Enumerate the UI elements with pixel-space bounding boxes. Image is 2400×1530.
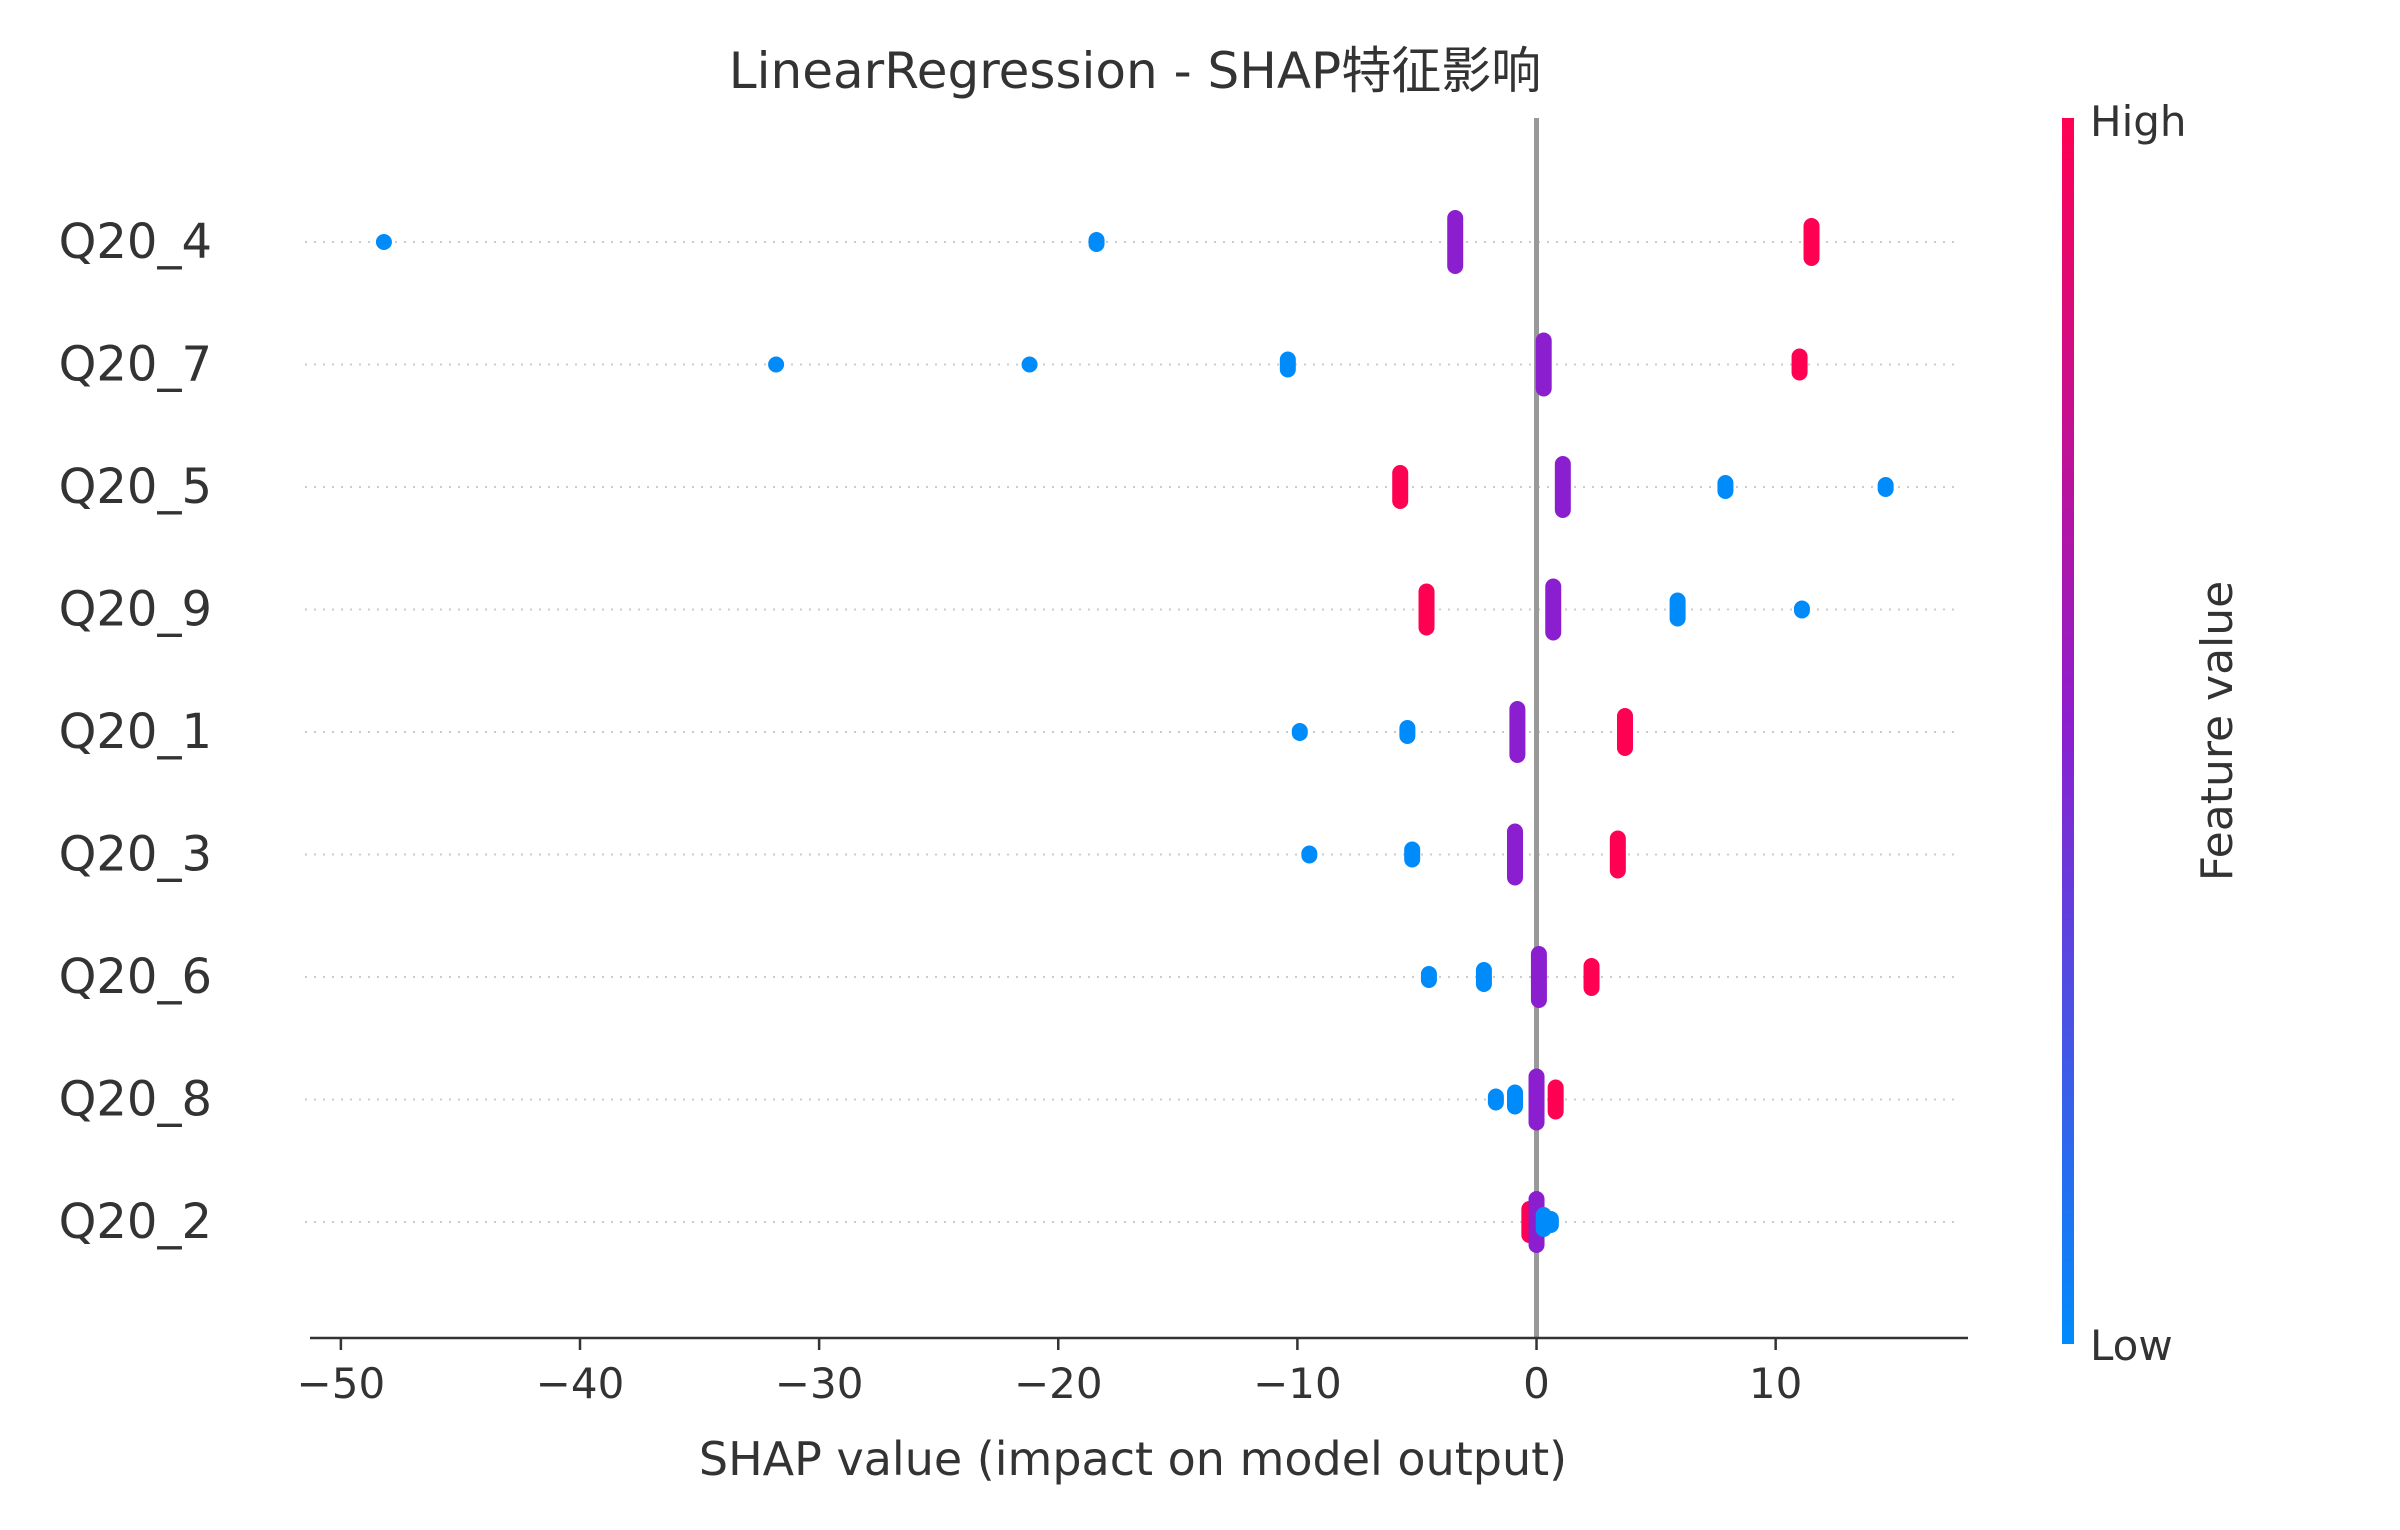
feature-label: Q20_9: [59, 582, 212, 638]
shap-point-cluster: [1418, 583, 1435, 636]
x-axis-label: SHAP value (impact on model output): [699, 1432, 1567, 1486]
grid-lines: [305, 241, 1960, 1223]
feature-label: Q20_6: [59, 949, 212, 1005]
shap-point-cluster: [1803, 218, 1820, 266]
shap-point-cluster: [768, 356, 785, 373]
shap-point-cluster: [1530, 946, 1547, 1008]
feature-label: Q20_5: [59, 459, 212, 515]
feature-label: Q20_7: [59, 337, 212, 393]
shap-point-cluster: [1487, 1088, 1504, 1111]
feature-label: Q20_3: [59, 827, 212, 883]
x-tick-label: −10: [1253, 1359, 1342, 1408]
colorbar-low-label: Low: [2090, 1321, 2173, 1370]
shap-point-cluster: [1554, 456, 1571, 518]
x-tick-label: −30: [775, 1359, 864, 1408]
x-tick-label: 0: [1523, 1359, 1550, 1408]
shap-point-cluster: [1475, 962, 1492, 992]
x-tick-label: −20: [1014, 1359, 1103, 1408]
x-tick-label: −50: [297, 1359, 386, 1408]
shap-point-cluster: [1793, 600, 1810, 619]
shap-point-cluster: [1301, 845, 1318, 864]
shap-point-cluster: [1545, 578, 1562, 641]
shap-point-cluster: [1507, 823, 1523, 886]
shap-point-cluster: [1420, 966, 1437, 988]
shap-point-cluster: [1404, 841, 1421, 868]
colorbar-high-label: High: [2090, 97, 2187, 146]
shap-point-cluster: [375, 234, 392, 250]
shap-point-cluster: [1399, 720, 1416, 744]
colorbar-title: Feature value: [2192, 581, 2243, 881]
shap-point-cluster: [1528, 1068, 1545, 1131]
shap-point-cluster: [1509, 701, 1526, 763]
shap-point-cluster: [1547, 1079, 1564, 1120]
shap-point-cluster: [1791, 348, 1808, 381]
feature-labels: Q20_4 Q20_7 Q20_5 Q20_9 Q20_1 Q20_3 Q20_6 Q20_8…: [59, 214, 212, 1250]
data-points: [375, 210, 1894, 1253]
colorbar: [2062, 118, 2074, 1344]
shap-point-cluster: [1507, 1084, 1523, 1115]
feature-label: Q20_8: [59, 1072, 212, 1128]
shap-point-cluster: [1392, 465, 1409, 509]
shap-point-cluster: [1088, 232, 1105, 252]
feature-label: Q20_4: [59, 214, 212, 270]
shap-point-cluster: [1021, 356, 1038, 373]
x-tick-label: −40: [536, 1359, 625, 1408]
shap-point-cluster: [1669, 592, 1686, 627]
shap-point-cluster: [1609, 830, 1626, 879]
shap-point-cluster: [1583, 958, 1600, 996]
shap-point-cluster: [1447, 210, 1464, 274]
shap-point-cluster: [1877, 477, 1894, 497]
chart-title: LinearRegression - SHAP特征影响: [729, 42, 1541, 100]
shap-point-cluster: [1535, 332, 1552, 397]
x-axis-ticks: −50 −40 −30 −20 −10 0 10: [297, 1338, 1802, 1408]
shap-point-cluster: [1279, 351, 1296, 378]
shap-point-cluster: [1291, 723, 1308, 741]
shap-point-cluster: [1542, 1211, 1559, 1233]
shap-point-cluster: [1617, 708, 1633, 756]
feature-label: Q20_2: [59, 1194, 212, 1250]
shap-point-cluster: [1717, 475, 1734, 499]
x-tick-label: 10: [1749, 1359, 1802, 1408]
feature-label: Q20_1: [59, 704, 212, 760]
